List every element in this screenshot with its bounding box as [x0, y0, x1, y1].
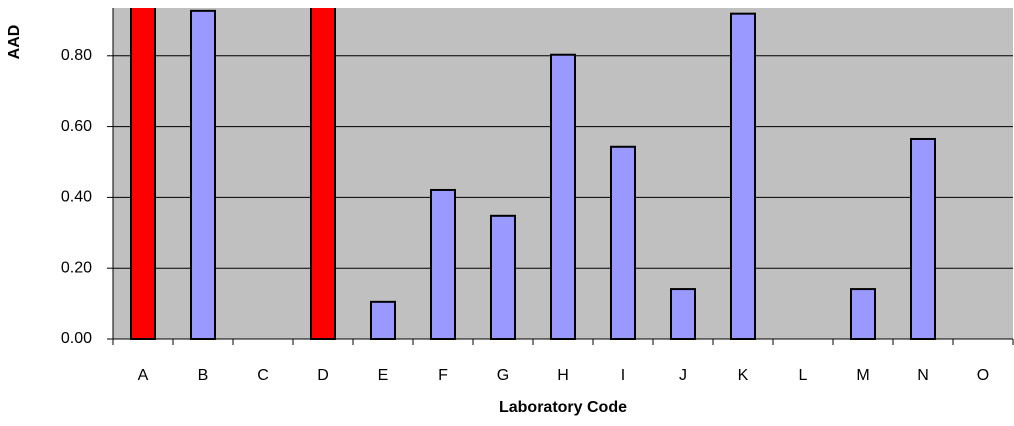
x-tick-label: C [257, 367, 269, 384]
x-tick-label: J [679, 367, 687, 384]
y-axis-label: AAD [6, 25, 23, 60]
bar [490, 214, 516, 340]
x-tick-label: A [138, 367, 149, 384]
bar [670, 288, 696, 340]
bar [910, 137, 936, 340]
bar [370, 300, 396, 340]
bars [130, 8, 936, 340]
x-tick-label: L [799, 367, 808, 384]
bar [550, 53, 576, 340]
x-tick-label: E [378, 367, 389, 384]
y-tick-label: 0.60 [61, 118, 92, 135]
x-tick-label: D [317, 367, 329, 384]
x-tick-label: O [977, 367, 989, 384]
y-tick-label: 0.80 [61, 47, 92, 64]
x-tick-label: H [557, 367, 569, 384]
y-tick-label: 0.20 [61, 259, 92, 276]
x-tick-label: N [917, 367, 929, 384]
x-tick-label: I [621, 367, 625, 384]
x-tick-label: F [438, 367, 448, 384]
bar [430, 188, 456, 340]
y-tick-label: 0.00 [61, 330, 92, 347]
x-tick-label: G [497, 367, 509, 384]
bar [850, 288, 876, 340]
bar [130, 8, 156, 340]
y-tick-label: 0.40 [61, 189, 92, 206]
bar [610, 145, 636, 340]
bar [190, 9, 216, 340]
x-tick-label: K [738, 367, 749, 384]
x-tick-label: B [198, 367, 209, 384]
bar [310, 8, 336, 340]
x-axis-label: Laboratory Code [499, 399, 627, 416]
bar [730, 12, 756, 340]
x-tick-label: M [856, 367, 869, 384]
